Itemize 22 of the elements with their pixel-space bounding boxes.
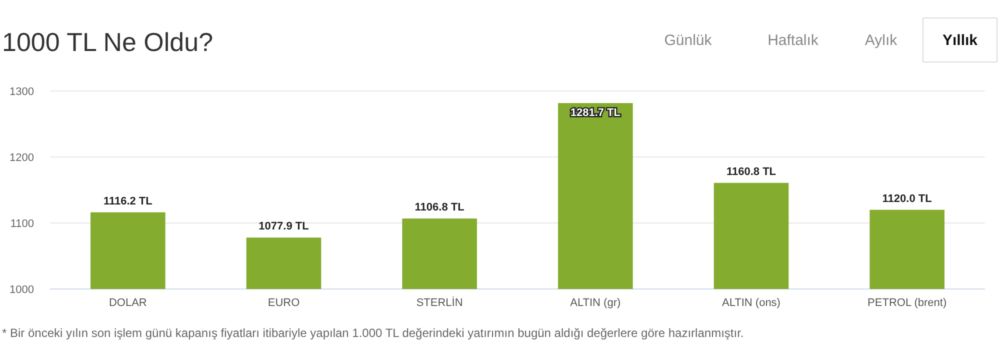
x-tick-label: ALTIN (gr) — [570, 297, 621, 309]
text: Haftalık — [768, 32, 819, 49]
data-label: 1116.2 TL — [103, 195, 153, 208]
text: Aylık — [864, 32, 898, 49]
text: Günlük — [664, 32, 712, 49]
x-tick-label: PETROL (brent) — [868, 297, 947, 309]
x-tick-label: DOLAR — [108, 297, 147, 309]
data-label: 1077.9 TL — [258, 220, 310, 233]
x-tick-label: EURO — [268, 297, 300, 309]
y-tick-label: 1300 — [10, 86, 34, 98]
y-tick-label: 1200 — [10, 152, 34, 164]
text: * Bir önceki yılın son işlem günü kapanış fiyatları itibariyle yapılan 1.000 TL değerindeki yatırımın bugün aldığı değerlere göre hazırlanmıştır. — [2, 326, 744, 340]
chart-title: 1000 TL Ne Oldu? — [2, 27, 214, 57]
y-tick-label: 1000 — [10, 284, 34, 296]
x-tick-label: STERLİN — [416, 296, 463, 309]
y-tick-label: 1100 — [10, 218, 34, 230]
text: Yıllık — [942, 32, 978, 49]
data-label: 1106.8 TL — [414, 202, 465, 214]
data-label: 1120.0 TL — [882, 192, 932, 205]
data-label: 1281.7 TL — [570, 107, 621, 120]
x-tick-label: ALTIN (ons) — [722, 297, 780, 309]
data-label: 1160.8 TL — [726, 166, 776, 178]
